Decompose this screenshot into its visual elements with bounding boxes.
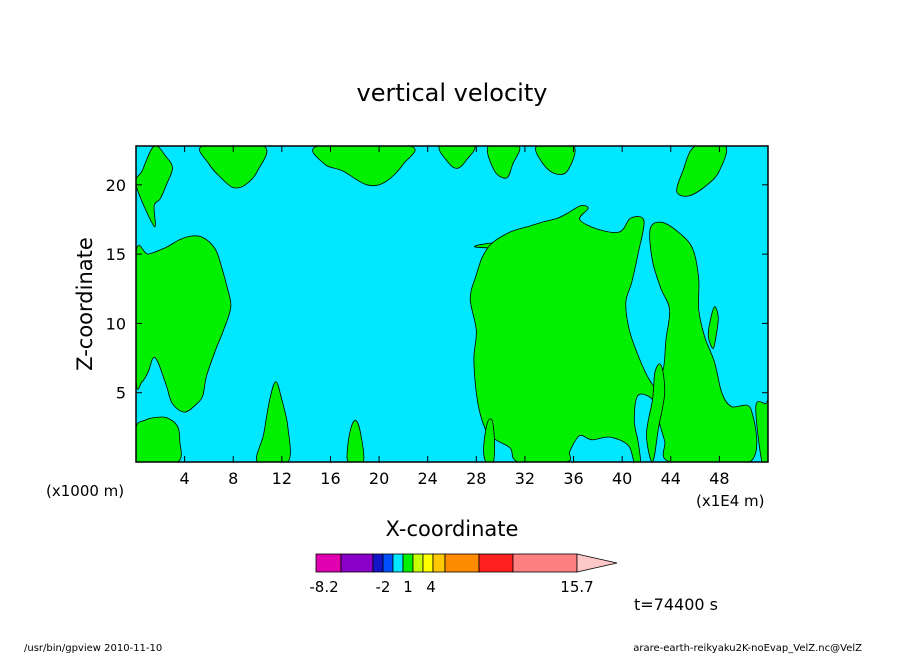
contour-region-b7 — [676, 146, 728, 197]
y-tick-label: 20 — [106, 176, 126, 195]
colorbar-tick-label: -8.2 — [309, 578, 338, 596]
contour-region-b14 — [346, 419, 365, 462]
contour-region-b1 — [136, 146, 173, 228]
contour-region-b17 — [755, 400, 768, 462]
y-axis-label: Z-coordinate — [73, 237, 97, 371]
contour-region-b11 — [136, 235, 232, 413]
x-tick-label: 28 — [466, 469, 486, 488]
x-tick-label: 24 — [418, 469, 438, 488]
y-axis: 5 10 15 20 — [106, 176, 768, 403]
x-tick-label: 16 — [320, 469, 340, 488]
colorbar-segment — [402, 553, 414, 573]
x-tick-label: 4 — [180, 469, 190, 488]
x-tick-label: 32 — [515, 469, 535, 488]
colorbar-segment — [478, 553, 514, 573]
colorbar — [315, 553, 618, 573]
contour-region-b10 — [646, 363, 666, 462]
x-tick-label: 36 — [563, 469, 583, 488]
colorbar-segment — [432, 553, 446, 573]
x-scale-label: (x1E4 m) — [696, 492, 765, 510]
colorbar-segment — [444, 553, 480, 573]
colorbar-segment — [392, 553, 404, 573]
colorbar-tick-label: 15.7 — [560, 578, 593, 596]
y-tick-label: 15 — [106, 245, 126, 264]
x-tick-label: 12 — [272, 469, 292, 488]
y-tick-label: 5 — [116, 384, 126, 403]
x-offset-label: (x1000 m) — [46, 482, 124, 500]
footer-right: arare-earth-reikyaku2K-noEvap_VelZ.nc@Ve… — [633, 643, 862, 654]
contour-region-b16 — [707, 306, 719, 349]
x-tick-label: 44 — [661, 469, 681, 488]
x-tick-label: 20 — [369, 469, 389, 488]
contour-region-b12 — [256, 381, 291, 462]
colorbar-extension-arrow — [576, 553, 618, 573]
colorbar-segment — [512, 553, 578, 573]
y-tick-label: 10 — [106, 314, 126, 333]
x-tick-label: 8 — [228, 469, 238, 488]
contour-region-b5 — [486, 146, 521, 179]
footer-left: /usr/bin/gpview 2010-11-10 — [24, 643, 162, 654]
x-axis-label: X-coordinate — [386, 517, 519, 541]
plot-frame — [135, 145, 769, 463]
plot-area — [135, 145, 769, 463]
contour-region-b3 — [312, 146, 416, 187]
colorbar-ticks: -8.2 -2 1 4 15.7 — [309, 578, 593, 596]
contour-region-b15 — [483, 418, 495, 462]
chart-title: vertical velocity — [357, 79, 548, 107]
colorbar-segment — [382, 553, 394, 573]
contour-region-b2 — [199, 146, 268, 189]
colorbar-tick-label: 4 — [426, 578, 436, 596]
x-tick-label: 48 — [709, 469, 729, 488]
colorbar-tick-label: 1 — [403, 578, 413, 596]
time-label: t=74400 s — [634, 595, 718, 614]
colorbar-segment — [372, 553, 384, 573]
colorbar-segment — [422, 553, 434, 573]
contour-region-b4 — [438, 146, 476, 169]
contour-region-b13 — [136, 416, 182, 462]
colorbar-segment — [412, 553, 424, 573]
contour-region-b6 — [535, 146, 576, 175]
colorbar-segment — [315, 553, 342, 573]
contour-regions — [136, 146, 768, 462]
x-tick-label: 40 — [612, 469, 632, 488]
x-axis: 4 8 12 16 20 24 28 32 36 40 44 48 — [180, 146, 730, 488]
colorbar-tick-label: -2 — [376, 578, 391, 596]
colorbar-segment — [340, 553, 374, 573]
